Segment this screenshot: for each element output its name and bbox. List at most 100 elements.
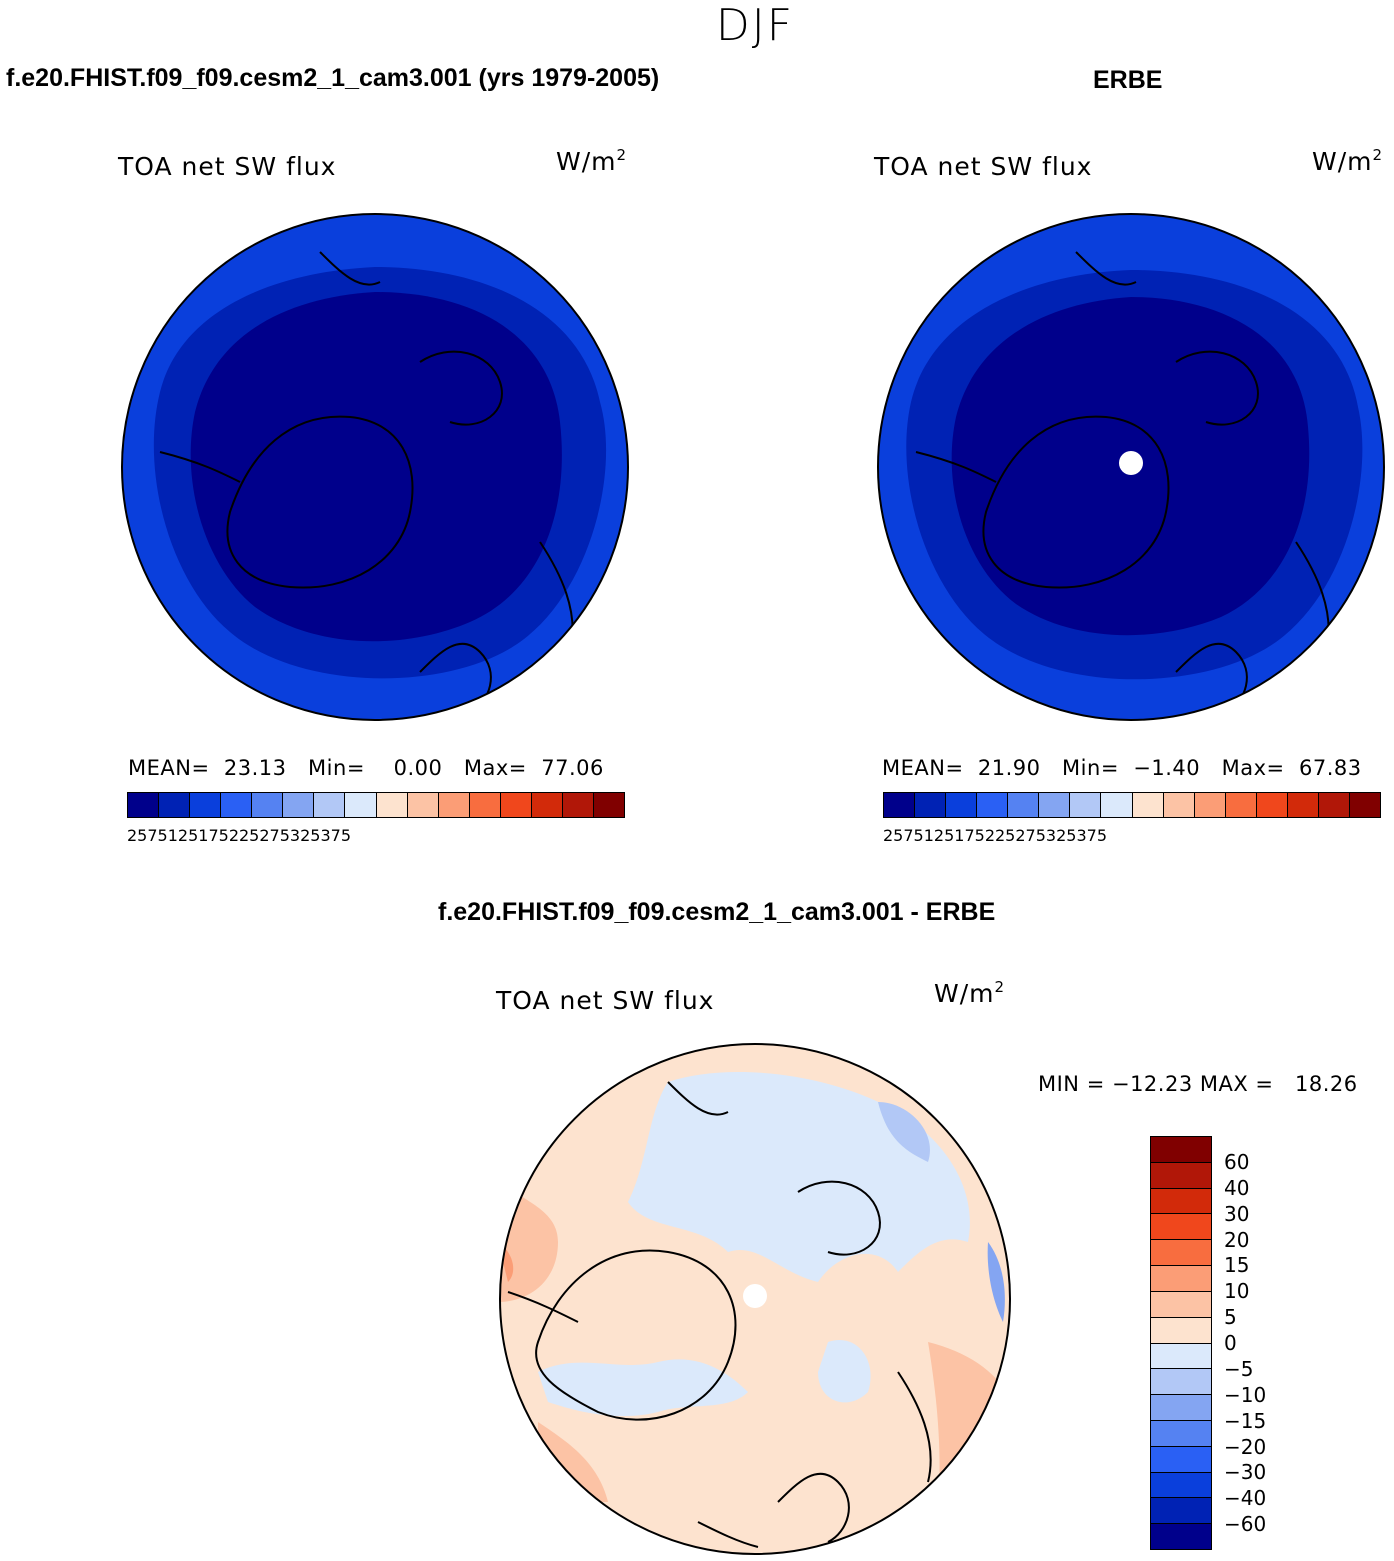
colorbar-tick-label: 30	[1224, 1201, 1250, 1226]
colorbar-swatch	[469, 793, 501, 817]
map-outline	[499, 1043, 1011, 1555]
colorbar-swatch	[500, 793, 532, 817]
negative-anomaly-region	[628, 1072, 970, 1282]
obs-stats: MEAN= 21.90 Min= −1.40 Max= 67.83	[882, 756, 1362, 780]
colorbar-swatch	[376, 793, 408, 817]
model-colorbar-ticks: 2575125175225275325375	[127, 826, 625, 852]
colorbar-swatch	[1225, 793, 1257, 817]
map-outline	[121, 213, 629, 721]
colorbar-tick-label: 10	[1224, 1279, 1250, 1304]
model-units: W/m2	[556, 146, 627, 176]
colorbar-swatch	[314, 793, 346, 817]
colorbar-swatch	[252, 793, 284, 817]
units-exponent: 2	[994, 978, 1006, 996]
missing-data-dot	[743, 1284, 767, 1308]
diff-units: W/m2	[934, 978, 1005, 1008]
colorbar-tick-label: −10	[1224, 1382, 1267, 1407]
colorbar-tick-label: −15	[1224, 1408, 1267, 1433]
colorbar-swatch	[221, 793, 253, 817]
model-plot-title: TOA net SW flux	[118, 152, 337, 181]
colorbar-tick-label: −5	[1224, 1356, 1254, 1381]
season-title: DJF	[715, 0, 795, 51]
colorbar-swatch	[562, 793, 594, 817]
units-exponent: 2	[1372, 146, 1384, 164]
colorbar-tick-label: 20	[1224, 1227, 1250, 1252]
colorbar-swatch	[1151, 1446, 1211, 1473]
diff-plot-title: TOA net SW flux	[496, 986, 715, 1015]
colorbar-swatch	[1151, 1162, 1211, 1189]
units-base: W/m	[1312, 147, 1373, 176]
colorbar-swatch	[407, 793, 439, 817]
colorbar-tick-label: 175	[198, 826, 229, 845]
colorbar-tick-label: 25	[883, 826, 904, 845]
negative-anomaly-region	[818, 1340, 871, 1403]
colorbar-tick-label: 75	[903, 826, 924, 845]
colorbar-tick-label: 5	[1224, 1305, 1237, 1330]
obs-colorbar	[883, 792, 1381, 818]
diff-case-title: f.e20.FHIST.f09_f09.cesm2_1_cam3.001 - E…	[438, 898, 996, 926]
colorbar-tick-label: 0	[1224, 1331, 1237, 1355]
colorbar-swatch	[1151, 1420, 1211, 1447]
colorbar-swatch	[1151, 1291, 1211, 1318]
negative-anomaly-region	[987, 1242, 1005, 1322]
colorbar-tick-label: 225	[984, 826, 1016, 845]
colorbar-tick-label: −40	[1224, 1486, 1267, 1511]
colorbar-swatch	[1039, 793, 1071, 817]
colorbar-tick-label: 15	[1224, 1253, 1250, 1278]
diff-polar-map	[499, 1043, 1011, 1555]
colorbar-tick-label: 125	[167, 826, 199, 845]
colorbar-swatch	[1070, 793, 1102, 817]
colorbar-tick-label: 325	[1045, 826, 1077, 845]
colorbar-swatch	[1132, 793, 1164, 817]
colorbar-swatch	[159, 793, 191, 817]
colorbar-swatch	[1151, 1188, 1211, 1215]
colorbar-tick-label: 75	[147, 826, 168, 845]
negative-anomaly-region	[878, 1102, 930, 1162]
colorbar-swatch	[1151, 1472, 1211, 1499]
colorbar-tick-label: −30	[1224, 1460, 1267, 1485]
coastlines	[507, 1081, 932, 1548]
colorbar-swatch	[190, 793, 222, 817]
colorbar-swatch	[1163, 793, 1195, 817]
colorbar-swatch	[1151, 1343, 1211, 1370]
colorbar-swatch	[531, 793, 563, 817]
diff-minmax: MIN = −12.23 MAX = 18.26	[1038, 1072, 1358, 1096]
diff-colorbar-ticks: 60 40 30 20 15 10 5 0 −5 −10 −15 −20 −30 −40 −60	[1224, 1136, 1304, 1550]
colorbar-swatch	[915, 793, 947, 817]
colorbar-tick-label: −60	[1224, 1512, 1267, 1537]
colorbar-swatch	[1151, 1498, 1211, 1525]
obs-case-title: ERBE	[1093, 66, 1163, 94]
colorbar-swatch	[977, 793, 1009, 817]
colorbar-tick-label: 325	[289, 826, 321, 845]
colorbar-swatch	[1008, 793, 1040, 817]
colorbar-swatch	[1349, 793, 1380, 817]
colorbar-swatch	[128, 793, 160, 817]
colorbar-tick-label: 375	[320, 826, 351, 845]
colorbar-tick-label: 275	[1015, 826, 1046, 845]
map-inner-band	[190, 292, 562, 642]
colorbar-swatch	[1287, 793, 1319, 817]
diff-colorbar	[1150, 1136, 1212, 1550]
units-exponent: 2	[616, 146, 628, 164]
colorbar-tick-label: 125	[923, 826, 955, 845]
colorbar-swatch	[283, 793, 315, 817]
colorbar-swatch	[1101, 793, 1133, 817]
obs-plot-title: TOA net SW flux	[874, 152, 1093, 181]
colorbar-swatch	[1151, 1524, 1211, 1549]
colorbar-tick-label: 375	[1076, 826, 1107, 845]
units-base: W/m	[934, 979, 995, 1008]
colorbar-swatch	[884, 793, 916, 817]
colorbar-swatch	[946, 793, 978, 817]
colorbar-tick-label: 25	[127, 826, 148, 845]
colorbar-swatch	[1151, 1317, 1211, 1344]
colorbar-swatch	[1151, 1214, 1211, 1241]
missing-data-dot	[1119, 451, 1143, 475]
colorbar-tick-label: 60	[1224, 1149, 1250, 1174]
colorbar-swatch	[438, 793, 470, 817]
colorbar-swatch	[1151, 1266, 1211, 1292]
colorbar-swatch	[345, 793, 377, 817]
colorbar-swatch	[1151, 1369, 1211, 1396]
colorbar-swatch	[1318, 793, 1350, 817]
units-base: W/m	[556, 147, 617, 176]
obs-units: W/m2	[1312, 146, 1383, 176]
